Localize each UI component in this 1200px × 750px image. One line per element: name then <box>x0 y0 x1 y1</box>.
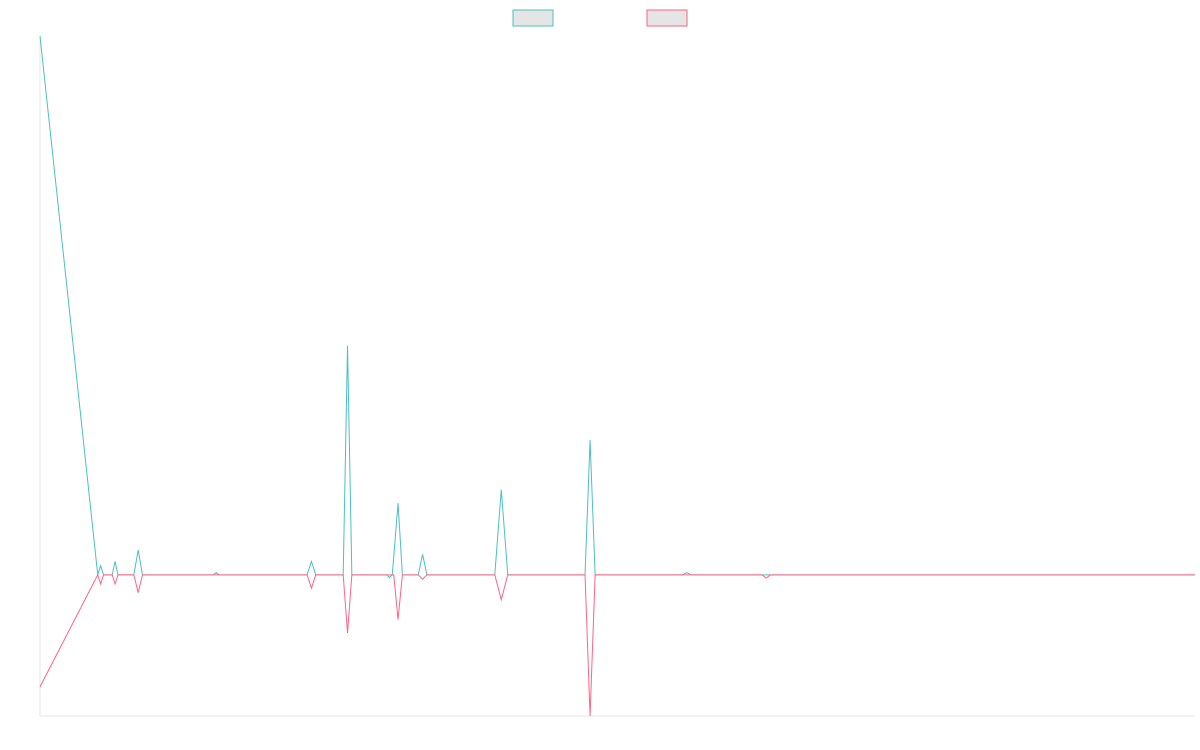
series-line-2 <box>39 573 1195 717</box>
series-layer <box>39 35 1195 717</box>
legend-item-1[interactable] <box>512 9 554 27</box>
legend-item-2[interactable] <box>646 9 688 27</box>
axes <box>39 36 1195 717</box>
legend-swatch[interactable] <box>646 9 688 27</box>
legend[interactable] <box>512 9 688 27</box>
series-line-1 <box>39 35 1195 579</box>
legend-swatch[interactable] <box>512 9 554 27</box>
